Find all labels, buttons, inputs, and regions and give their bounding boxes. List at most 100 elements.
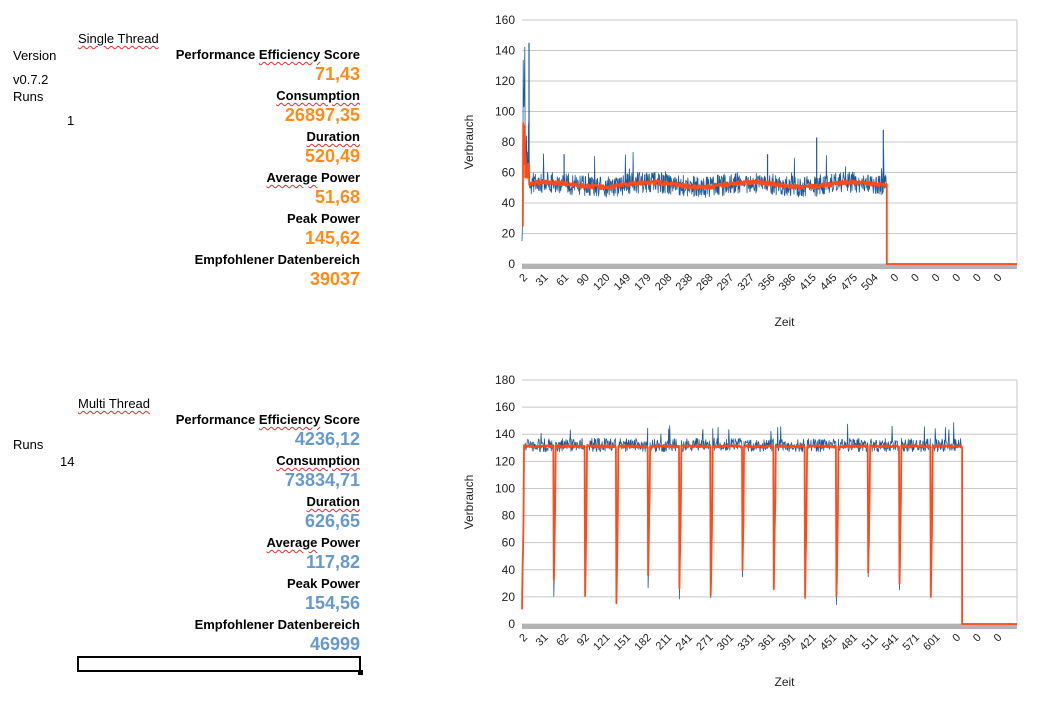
x-tick-label: 0	[950, 632, 963, 645]
series-line-red	[521, 444, 1017, 625]
x-tick-label: 541	[880, 632, 901, 653]
x-tick-label: 62	[554, 632, 571, 649]
x-tick-label: 481	[839, 632, 860, 653]
y-tick-label: 40	[502, 196, 516, 210]
multi-metric-label-4: Peak Power	[287, 576, 360, 591]
x-tick-label: 504	[859, 272, 880, 293]
single-metric-label-1: Consumption	[276, 88, 360, 103]
x-tick-label: 571	[901, 632, 922, 653]
x-tick-label: 90	[575, 272, 592, 289]
x-tick-label: 0	[971, 272, 984, 285]
runs-label-multi: Runs	[13, 437, 44, 452]
y-tick-label: 20	[502, 590, 516, 604]
x-tick-label: 0	[909, 272, 922, 285]
x-tick-label: 151	[612, 632, 633, 653]
x-tick-label: 327	[736, 272, 757, 293]
x-tick-label: 2	[517, 272, 530, 285]
y-tick-label: 0	[508, 617, 515, 631]
x-tick-label: 238	[674, 272, 695, 293]
x-tick-label: 421	[797, 632, 818, 653]
x-tick-label: 211	[654, 632, 675, 653]
selected-cell[interactable]	[77, 656, 361, 672]
x-tick-label: 179	[632, 272, 653, 293]
single-metric-value-1: 26897,35	[284, 105, 360, 125]
single-metric-label-2: Duration	[306, 129, 360, 144]
x-tick-label: 121	[591, 632, 612, 653]
y-axis-title: Verbrauch	[462, 475, 476, 530]
series-line-blue	[521, 46, 888, 264]
y-axis-title: Verbrauch	[462, 115, 476, 170]
x-tick-label: 0	[950, 272, 963, 285]
x-tick-label: 0	[971, 632, 984, 645]
multi-metrics-list: Performance Efficiency Score 4236,12 Consu…	[0, 411, 360, 661]
x-tick-label: 149	[612, 272, 633, 293]
x-tick-label: 386	[777, 272, 798, 293]
x-tick-label: 92	[575, 632, 592, 649]
x-tick-label: 356	[756, 272, 777, 293]
multi-metric-value-1: 73834,71	[284, 470, 360, 490]
x-tick-label: 415	[797, 272, 818, 293]
x-tick-label: 0	[889, 272, 902, 285]
x-tick-label: 445	[818, 272, 839, 293]
multi-metric-value-4: 154,56	[304, 593, 360, 613]
single-metrics-list: Performance Efficiency Score 71,43 Consump…	[0, 46, 360, 296]
y-tick-label: 100	[495, 105, 515, 119]
y-tick-label: 160	[495, 13, 515, 27]
multi-metric-value-2: 626,65	[304, 511, 360, 531]
single-metric-value-4: 145,62	[304, 228, 360, 248]
version-label: Version	[13, 48, 57, 63]
single-metric-label-5: Empfohlener Datenbereich	[194, 252, 360, 267]
multi-thread-chart: 0 20 40 60 80 100 120 140 160 180 2 31 62 92 121 151 182…	[462, 373, 1018, 689]
cell-fill-handle[interactable]	[358, 670, 363, 675]
y-tick-label: 80	[502, 135, 516, 149]
single-metric-value-5: 39037	[309, 269, 360, 289]
x-tick-label: 331	[736, 632, 757, 653]
x-tick-label: 511	[860, 632, 881, 653]
x-tick-label: 361	[756, 632, 777, 653]
multi-thread-header: Multi Thread	[78, 396, 151, 411]
runs-value-multi: 14	[60, 454, 75, 469]
x-tick-label: 241	[674, 632, 695, 653]
x-tick-label: 0	[930, 272, 943, 285]
x-tick-label: 0	[992, 632, 1005, 645]
version-value: v0.7.2	[13, 72, 49, 87]
x-axis-title: Zeit	[774, 315, 795, 329]
x-tick-label: 31	[534, 272, 551, 289]
multi-metric-label-2: Duration	[306, 494, 360, 509]
x-tick-label: 475	[839, 272, 860, 293]
y-tick-label: 120	[495, 454, 515, 468]
x-tick-label: 2	[517, 632, 530, 645]
multi-metric-value-0: 4236,12	[294, 429, 360, 449]
y-tick-label: 120	[495, 74, 515, 88]
single-metric-label-0: Performance Efficiency Score	[175, 47, 360, 62]
x-axis-title: Zeit	[774, 675, 795, 689]
runs-label-single: Runs	[13, 89, 44, 104]
y-tick-label: 140	[495, 44, 515, 58]
x-tick-label: 268	[694, 272, 715, 293]
single-thread-header: Single Thread	[78, 31, 159, 46]
y-tick-label: 80	[502, 509, 516, 523]
x-tick-label: 182	[632, 632, 653, 653]
x-tick-label: 0	[992, 272, 1005, 285]
x-tick-label: 391	[777, 632, 798, 653]
y-tick-label: 180	[495, 373, 515, 387]
multi-metric-label-1: Consumption	[276, 453, 360, 468]
y-tick-label: 20	[502, 227, 516, 241]
x-tick-label: 208	[653, 272, 674, 293]
multi-metric-label-5: Empfohlener Datenbereich	[194, 617, 360, 632]
y-tick-label: 60	[502, 536, 516, 550]
x-tick-label: 601	[921, 632, 942, 653]
x-tick-label: 301	[715, 632, 736, 653]
x-tick-label: 31	[534, 632, 551, 649]
x-tick-label: 120	[591, 272, 612, 293]
single-metric-label-3: Average Power	[266, 170, 360, 185]
x-tick-label: 61	[554, 272, 571, 289]
y-tick-label: 60	[502, 166, 516, 180]
y-tick-label: 160	[495, 400, 515, 414]
multi-metric-value-3: 117,82	[305, 552, 360, 572]
multi-metric-label-0: Performance Efficiency Score	[175, 412, 360, 427]
x-tick-label: 271	[694, 632, 715, 653]
x-axis-bar	[522, 624, 1017, 629]
x-tick-label: 451	[818, 632, 839, 653]
